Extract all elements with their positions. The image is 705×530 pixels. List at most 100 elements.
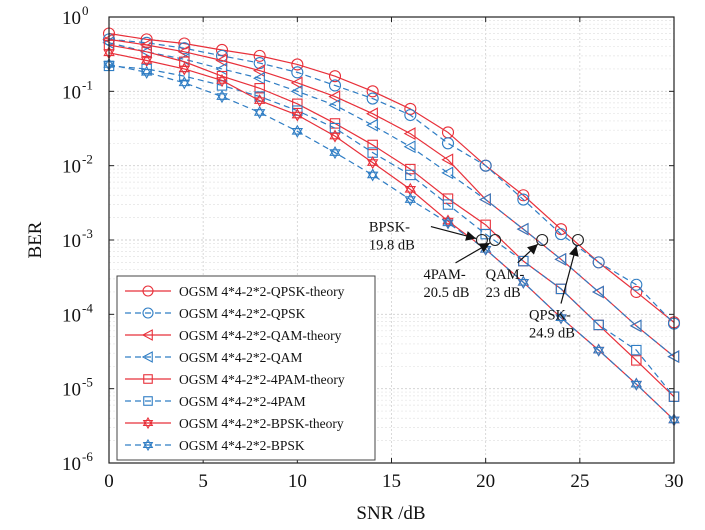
data-point xyxy=(216,73,228,88)
data-point xyxy=(631,355,642,366)
data-point xyxy=(517,193,530,206)
legend-marker-tri-up xyxy=(142,416,154,427)
data-point xyxy=(554,252,567,266)
series-line xyxy=(108,42,675,358)
annotation-text-line: QPSK- xyxy=(529,308,571,324)
data-point-tri-down xyxy=(517,278,530,289)
annotation-text-line: 4PAM- xyxy=(424,267,466,283)
data-point xyxy=(441,166,454,180)
legend-label: OGSM 4*4-2*2-QPSK-theory xyxy=(179,284,345,299)
y-tick-exponent: -1 xyxy=(82,77,93,92)
legend: OGSM 4*4-2*2-QPSK-theory OGSM 4*4-2*2-QPS… xyxy=(116,275,376,461)
y-tick-exponent: -3 xyxy=(82,226,93,241)
data-point xyxy=(216,89,228,104)
data-point xyxy=(593,319,604,331)
data-point xyxy=(554,228,568,241)
series-line xyxy=(108,32,675,323)
legend-entry: OGSM 4*4-2*2-4PAM xyxy=(125,394,306,409)
data-point xyxy=(141,63,152,75)
data-point xyxy=(329,129,341,143)
annotation-text-line: 24.9 dB xyxy=(529,326,575,342)
data-point xyxy=(253,105,266,120)
data-point xyxy=(140,53,153,68)
annotation-arrowhead xyxy=(527,244,538,255)
data-point xyxy=(405,163,416,175)
data-point-tri-down xyxy=(140,69,153,79)
series-layer xyxy=(102,27,681,427)
data-point xyxy=(555,283,567,295)
data-point xyxy=(140,38,152,52)
data-point xyxy=(405,169,416,181)
data-point xyxy=(253,71,265,85)
data-point-tri-up xyxy=(404,182,417,193)
legend-label: OGSM 4*4-2*2-4PAM xyxy=(179,394,306,409)
data-point xyxy=(291,58,304,71)
y-tick-label: 10 xyxy=(62,82,81,103)
data-point-tri-down xyxy=(140,57,153,68)
data-point-tri-down xyxy=(291,111,304,122)
data-point xyxy=(629,319,642,333)
legend-label: OGSM 4*4-2*2-QAM xyxy=(179,350,302,365)
legend-marker xyxy=(143,374,153,384)
annotation-text-line: 19.8 dB xyxy=(369,238,415,254)
legend-marker-tri-down xyxy=(142,441,154,452)
annotation-arrowhead xyxy=(478,243,490,253)
data-point xyxy=(328,90,341,104)
legend-marker-tri-up xyxy=(142,438,154,449)
annotation-text-line: 20.5 dB xyxy=(424,285,470,301)
x-axis-label: SNR /dB xyxy=(356,503,425,524)
data-point xyxy=(441,153,454,167)
annotation-arrowhead xyxy=(568,245,579,257)
data-point xyxy=(517,275,530,289)
series-line xyxy=(108,38,675,325)
data-point xyxy=(253,64,265,78)
data-point xyxy=(403,127,416,141)
y-tick-label: 10 xyxy=(62,231,81,252)
data-point xyxy=(178,42,191,55)
legend-label: OGSM 4*4-2*2-BPSK xyxy=(179,438,305,453)
data-point-tri-up xyxy=(291,108,304,119)
y-tick-label: 10 xyxy=(62,454,81,475)
legend-marker xyxy=(141,351,153,363)
data-point-tri-down xyxy=(366,159,379,170)
data-point xyxy=(404,108,417,122)
series-line xyxy=(108,65,675,398)
data-point xyxy=(367,139,378,151)
data-point-tri-up xyxy=(630,377,643,388)
y-tick-exponent: -5 xyxy=(82,375,93,390)
data-point-tri-up xyxy=(366,168,379,179)
data-point xyxy=(630,377,643,391)
data-point xyxy=(592,343,605,357)
data-point xyxy=(404,182,417,196)
annotation-1: 4PAM- 20.5 dB xyxy=(424,233,502,301)
data-point xyxy=(592,256,605,269)
data-point-tri-up xyxy=(253,105,266,116)
legend-marker-tri-down xyxy=(142,419,154,430)
series-line xyxy=(108,52,675,421)
y-tick-label: 10 xyxy=(62,305,81,326)
data-point-tri-down xyxy=(442,219,454,230)
data-point-tri-up xyxy=(329,145,341,156)
y-tick-label: 10 xyxy=(62,380,81,401)
legend-marker xyxy=(143,396,153,406)
data-point xyxy=(630,285,643,299)
data-point-tri-up xyxy=(178,76,191,87)
data-point xyxy=(442,193,454,204)
data-point xyxy=(291,124,304,138)
data-point-tri-down xyxy=(404,186,417,196)
data-point xyxy=(140,65,153,79)
x-tick-label: 30 xyxy=(665,471,684,492)
data-point xyxy=(517,189,530,202)
legend-entry: OGSM 4*4-2*2-BPSK xyxy=(125,438,305,453)
legend-label: OGSM 4*4-2*2-4PAM-theory xyxy=(179,372,345,387)
data-point-tri-up xyxy=(291,124,304,135)
data-point xyxy=(328,70,342,83)
data-point xyxy=(178,62,191,76)
x-tick-label: 15 xyxy=(382,471,401,492)
data-point-tri-down xyxy=(366,171,379,182)
y-tick-exponent: -2 xyxy=(82,152,93,167)
series-line xyxy=(108,44,675,398)
data-point xyxy=(366,107,378,121)
data-point xyxy=(291,66,304,79)
x-tick-label: 10 xyxy=(288,471,307,492)
